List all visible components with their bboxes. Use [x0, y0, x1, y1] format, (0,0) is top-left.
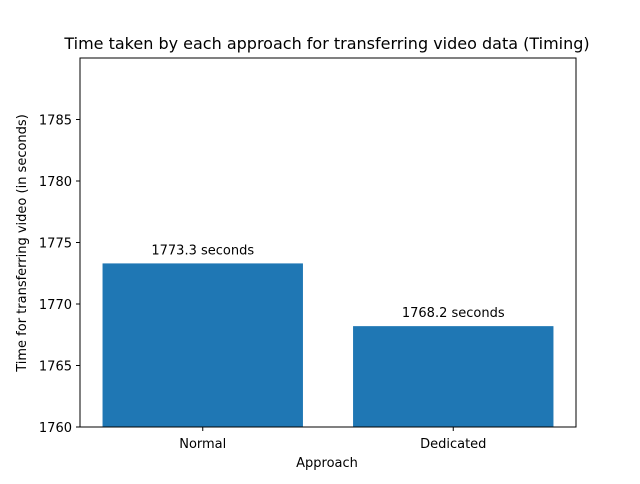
y-tick-label: 1785 [39, 114, 72, 129]
bar-value-label: 1768.2 seconds [402, 306, 505, 321]
bar-value-label: 1773.3 seconds [151, 243, 254, 258]
chart-title: Time taken by each approach for transfer… [63, 34, 589, 53]
bar-normal [102, 263, 303, 427]
y-tick-label: 1775 [39, 237, 72, 252]
x-tick-label: Dedicated [420, 437, 486, 452]
x-axis-ticks: Normal Dedicated [179, 427, 486, 452]
plot-frame [79, 57, 577, 428]
bar-dedicated [353, 326, 554, 427]
y-tick-label: 1765 [39, 360, 72, 375]
y-axis-label: Time for transferring video (in seconds) [15, 114, 30, 373]
bars-layer [102, 263, 554, 427]
x-tick-label: Normal [179, 437, 226, 452]
data-labels-layer: 1773.3 seconds 1768.2 seconds [151, 243, 504, 321]
x-axis-label: Approach [296, 456, 358, 471]
y-tick-label: 1760 [39, 421, 72, 436]
y-tick-label: 1770 [39, 298, 72, 313]
y-tick-label: 1780 [39, 175, 72, 190]
y-axis-ticks: 1760 1765 1770 1775 1780 1785 [39, 114, 80, 436]
